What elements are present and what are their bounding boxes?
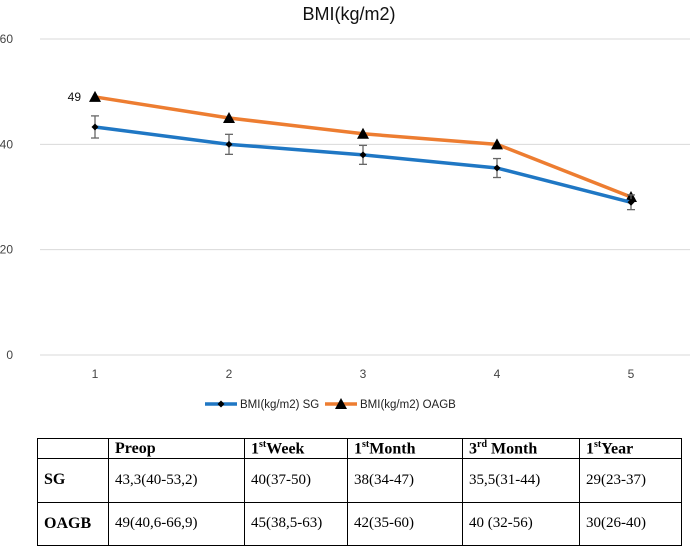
- data-point: [223, 112, 235, 123]
- data-label: 49: [68, 90, 82, 104]
- table-cell: 42(35-60): [347, 501, 463, 547]
- series-layer: 49: [68, 90, 637, 211]
- x-tick-label: 2: [226, 367, 233, 381]
- header-cell-1st-month: 1stMonth: [347, 437, 463, 460]
- x-axis-ticks: 1 2 3 4 5: [92, 367, 635, 381]
- x-tick-label: 3: [360, 367, 367, 381]
- table-cell: 30(26-40): [579, 501, 682, 547]
- table-cell: 40 (32-56): [462, 501, 580, 547]
- data-point: [491, 138, 503, 150]
- table-cell: 29(23-37): [579, 458, 682, 503]
- legend-label: BMI(kg/m2) SG: [240, 399, 319, 411]
- legend-item-sg: BMI(kg/m2) SG: [205, 399, 319, 411]
- data-point: [359, 151, 367, 159]
- legend-label: BMI(kg/m2) OAGB: [360, 399, 456, 411]
- table-cell: 49(40,6-66,9): [108, 501, 245, 547]
- header-cell-preop: Preop: [108, 437, 245, 460]
- y-tick-label: 20: [0, 243, 13, 257]
- header-cell-1st-week: 1stWeek: [244, 437, 348, 460]
- data-point: [493, 164, 501, 172]
- chart-title: BMI(kg/m2): [302, 4, 395, 24]
- header-cell-empty: [37, 437, 109, 460]
- bmi-data-table: Preop 1stWeek 1stMonth 3rd Month 1stYear…: [37, 437, 682, 547]
- data-point: [89, 90, 101, 102]
- data-point: [627, 198, 635, 206]
- data-point: [357, 127, 369, 139]
- y-tick-label: 40: [0, 137, 13, 151]
- row-label-oagb: OAGB: [37, 501, 109, 547]
- row-label-sg: SG: [37, 458, 109, 503]
- table-cell: 40(37-50): [244, 458, 348, 503]
- header-cell-3rd-month: 3rd Month: [462, 437, 580, 460]
- data-point: [91, 123, 99, 131]
- x-tick-label: 4: [494, 367, 501, 381]
- series-sg: [91, 115, 635, 211]
- legend-item-oagb: BMI(kg/m2) OAGB: [325, 398, 456, 411]
- y-axis-ticks: 0 20 40 60: [0, 32, 13, 362]
- x-tick-label: 1: [92, 367, 99, 381]
- data-point: [225, 140, 233, 148]
- legend: BMI(kg/m2) SG BMI(kg/m2) OAGB: [205, 398, 456, 411]
- table-cell: 35,5(31-44): [462, 458, 580, 503]
- table-cell: 38(34-47): [347, 458, 463, 503]
- header-cell-1st-year: 1stYear: [579, 437, 682, 460]
- table-row-oagb: OAGB 49(40,6-66,9) 45(38,5-63) 42(35-60)…: [37, 501, 682, 547]
- table-row-sg: SG 43,3(40-53,2) 40(37-50) 38(34-47) 35,…: [37, 458, 682, 503]
- table-cell: 45(38,5-63): [244, 501, 348, 547]
- bmi-line-chart: BMI(kg/m2) 0 20 40 60 1 2 3 4 5 49 BMI(kg/m2) S…: [0, 4, 690, 411]
- table-cell: 43,3(40-53,2): [108, 458, 245, 503]
- y-tick-label: 0: [6, 348, 13, 362]
- series-oagb: [89, 90, 637, 202]
- y-tick-label: 60: [0, 32, 13, 46]
- gridlines: [40, 38, 690, 356]
- legend-marker: [335, 398, 347, 409]
- x-tick-label: 5: [628, 367, 635, 381]
- table-header-row: Preop 1stWeek 1stMonth 3rd Month 1stYear: [37, 437, 682, 460]
- legend-marker: [217, 400, 225, 408]
